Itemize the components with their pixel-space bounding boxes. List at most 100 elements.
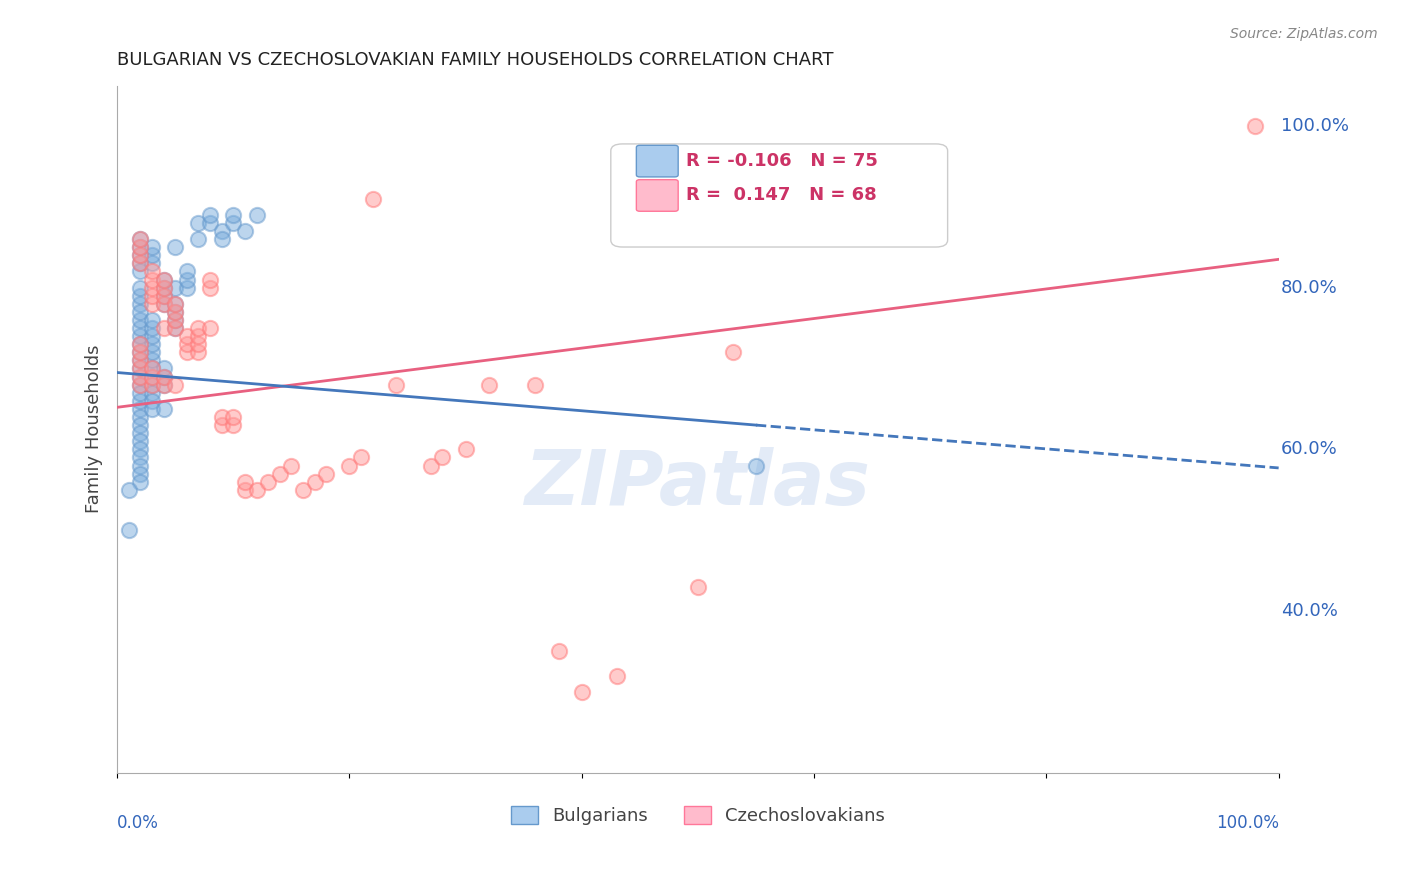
Point <box>141 321 163 335</box>
Point <box>129 337 152 351</box>
Point <box>118 523 141 537</box>
Point <box>198 272 221 286</box>
Point <box>141 240 163 254</box>
Point <box>129 369 152 384</box>
Point <box>129 337 152 351</box>
Text: 40.0%: 40.0% <box>1281 602 1339 620</box>
FancyBboxPatch shape <box>610 144 948 247</box>
Point <box>198 321 221 335</box>
Point <box>129 256 152 270</box>
Point <box>141 369 163 384</box>
Point <box>129 256 152 270</box>
Point <box>141 361 163 376</box>
Point <box>165 297 187 311</box>
Point <box>141 353 163 368</box>
Point <box>152 377 174 392</box>
Point <box>152 369 174 384</box>
Point <box>129 240 152 254</box>
Point <box>165 321 187 335</box>
Point <box>152 377 174 392</box>
Legend: Bulgarians, Czechoslovakians: Bulgarians, Czechoslovakians <box>503 798 893 832</box>
Point <box>176 345 198 359</box>
Point <box>211 409 233 424</box>
Point <box>165 305 187 319</box>
Point <box>129 232 152 246</box>
Point <box>606 669 628 683</box>
Point <box>571 685 593 699</box>
Point <box>187 345 209 359</box>
Point <box>152 272 174 286</box>
Point <box>141 401 163 416</box>
Y-axis label: Family Households: Family Households <box>86 345 103 514</box>
Point <box>152 280 174 294</box>
Point <box>350 450 373 465</box>
Point <box>432 450 454 465</box>
Point <box>118 483 141 497</box>
Point <box>129 401 152 416</box>
Point <box>152 401 174 416</box>
Point <box>141 361 163 376</box>
Point <box>129 426 152 441</box>
Point <box>141 385 163 400</box>
Point <box>257 475 280 489</box>
Point <box>245 208 267 222</box>
Point <box>129 434 152 449</box>
Point <box>129 361 152 376</box>
Point <box>141 280 163 294</box>
Point <box>141 289 163 303</box>
Text: R = -0.106   N = 75: R = -0.106 N = 75 <box>686 153 879 170</box>
Point <box>547 644 569 658</box>
Point <box>165 321 187 335</box>
Point <box>129 297 152 311</box>
Point <box>141 329 163 343</box>
Point <box>129 475 152 489</box>
Point <box>198 280 221 294</box>
Point <box>141 264 163 278</box>
Point <box>165 377 187 392</box>
Point <box>152 289 174 303</box>
Point <box>152 369 174 384</box>
Point <box>129 418 152 433</box>
Point <box>129 385 152 400</box>
Text: ZIPatlas: ZIPatlas <box>524 447 870 521</box>
Point <box>165 280 187 294</box>
Point <box>129 353 152 368</box>
Text: 0.0%: 0.0% <box>117 814 159 832</box>
Point <box>129 345 152 359</box>
Point <box>129 305 152 319</box>
Point <box>141 248 163 262</box>
Point <box>129 450 152 465</box>
Point <box>524 377 547 392</box>
Point <box>129 248 152 262</box>
Point <box>141 377 163 392</box>
Point <box>129 264 152 278</box>
Point <box>165 305 187 319</box>
Point <box>165 313 187 327</box>
Point <box>187 216 209 230</box>
Point <box>292 483 315 497</box>
Text: 100.0%: 100.0% <box>1216 814 1278 832</box>
Point <box>141 345 163 359</box>
Point <box>141 393 163 408</box>
Point <box>141 272 163 286</box>
Point <box>187 321 209 335</box>
Point <box>211 418 233 433</box>
Point <box>129 280 152 294</box>
Point <box>198 216 221 230</box>
Point <box>152 361 174 376</box>
Point <box>165 240 187 254</box>
Point <box>129 409 152 424</box>
Point <box>222 409 245 424</box>
Point <box>129 393 152 408</box>
Point <box>176 329 198 343</box>
Point <box>280 458 302 473</box>
Point <box>152 289 174 303</box>
Point <box>304 475 326 489</box>
Point <box>152 297 174 311</box>
Point <box>385 377 408 392</box>
Point <box>315 467 337 481</box>
Point <box>745 458 768 473</box>
Point <box>176 272 198 286</box>
Text: 60.0%: 60.0% <box>1281 441 1337 458</box>
Point <box>129 313 152 327</box>
